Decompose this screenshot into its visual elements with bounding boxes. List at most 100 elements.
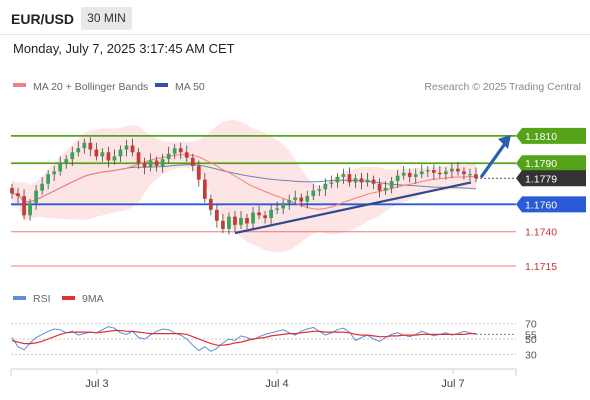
candle-body (215, 209, 219, 221)
candle-body (371, 179, 376, 184)
ma50-legend-swatch (155, 83, 168, 87)
symbol-label: EUR/USD (11, 11, 75, 27)
candle-body (76, 148, 81, 153)
candle-body (365, 179, 370, 183)
candle-body (154, 160, 159, 166)
rsi-ma-legend-label: 9MA (82, 293, 104, 305)
forecast-arrow-head (498, 134, 511, 149)
candle-body (359, 178, 364, 183)
candle-body (474, 174, 478, 179)
last-price-tag (516, 170, 586, 187)
candle-body (130, 145, 135, 153)
level-label-1.1740: 1.1740 (525, 227, 557, 239)
candle-body (353, 178, 358, 183)
candle-body (299, 197, 304, 202)
candle-body (251, 212, 255, 224)
rsi-level-label-30: 30 (525, 349, 537, 361)
candle-body (88, 142, 93, 150)
price-plot-area: 1.1810 1.1790 1.1760 1.1740 1.1715 1.1779 (10, 119, 586, 273)
candle-body (407, 172, 412, 177)
candle-body (305, 196, 310, 202)
candle-body (106, 152, 111, 161)
candle-body (34, 190, 38, 203)
candle-body (401, 172, 406, 176)
x-axis-label: Jul 4 (265, 378, 288, 390)
level-tag-1.1810 (516, 127, 586, 144)
timeframe-badge[interactable]: 30 MIN (81, 7, 132, 30)
candle-body (136, 152, 141, 164)
candle-body (239, 218, 243, 225)
candle-body (166, 153, 171, 160)
forecast-arrow-shaft (479, 139, 509, 179)
candle-body (329, 182, 334, 184)
candle-body (233, 216, 237, 225)
candle-body (64, 159, 69, 164)
header-bar: EUR/USD 30 MIN (0, 0, 590, 36)
level-label-1.1790: 1.1790 (525, 158, 557, 170)
candle-body (245, 218, 249, 224)
candle-body (444, 171, 448, 175)
datetime-label: Monday, July 7, 2025 3:17:45 AM CET (13, 41, 235, 56)
ma20-line (11, 154, 476, 210)
last-price-label: 1.1779 (525, 173, 557, 185)
candle-body (208, 198, 213, 210)
candle-body (28, 202, 32, 216)
candle-body (456, 168, 460, 172)
candle-body (16, 193, 20, 197)
candle-body (275, 208, 280, 210)
candle-body (58, 163, 63, 172)
candle-body (40, 183, 44, 191)
candle-body (190, 157, 195, 166)
rsi-legend-label: RSI (33, 293, 51, 305)
candle-body (462, 171, 466, 175)
candle-body (178, 148, 183, 153)
candle-body (431, 170, 436, 173)
candle-body (317, 189, 322, 191)
candle-body (341, 174, 346, 177)
rsi-ma-legend-swatch (62, 296, 75, 300)
candle-body (425, 170, 430, 172)
bollinger-band (12, 119, 476, 253)
candle-body (293, 197, 298, 201)
candle-body (287, 200, 292, 203)
rsi-plot-area: 70 50 30 55 (11, 319, 537, 361)
candle-body (160, 159, 165, 166)
candle-body (383, 187, 388, 191)
support-trendline (234, 181, 472, 235)
candle-body (437, 172, 442, 175)
candle-body (395, 175, 400, 182)
candle-body (184, 152, 189, 158)
level-tag-1.1790 (516, 155, 586, 172)
ma20-legend-swatch (13, 83, 26, 87)
candle-body (263, 215, 267, 219)
candle-body (142, 163, 147, 168)
candle-body (323, 183, 328, 190)
rsi-last-value-label: 55 (525, 329, 537, 341)
candle-body (196, 165, 201, 180)
candle-body (82, 142, 87, 149)
candle-body (202, 179, 207, 199)
candle-body (347, 174, 352, 183)
level-tag-1.1760 (516, 196, 586, 213)
candle-body (118, 149, 123, 157)
level-label-1.1715: 1.1715 (525, 261, 557, 273)
candle-body (450, 168, 454, 172)
rsi-series-9MA (11, 329, 476, 346)
candle-body (269, 209, 273, 219)
candle-body (413, 174, 418, 177)
rsi-legend-swatch (13, 296, 26, 300)
candle-body (468, 174, 472, 176)
candle-body (124, 145, 129, 150)
x-axis: Jul 3 Jul 4 Jul 7 (85, 369, 465, 390)
candle-body (377, 183, 382, 191)
rsi-level-label-50: 50 (525, 334, 537, 346)
candle-body (10, 187, 14, 194)
candle-body (94, 149, 99, 157)
candle-body (112, 156, 117, 161)
candle-body (389, 181, 394, 188)
copyright-text: Research © 2025 Trading Central (424, 81, 581, 93)
ma20-legend-label: MA 20 + Bollinger Bands (33, 81, 148, 93)
candle-body (70, 152, 75, 160)
candle-body (311, 190, 316, 197)
